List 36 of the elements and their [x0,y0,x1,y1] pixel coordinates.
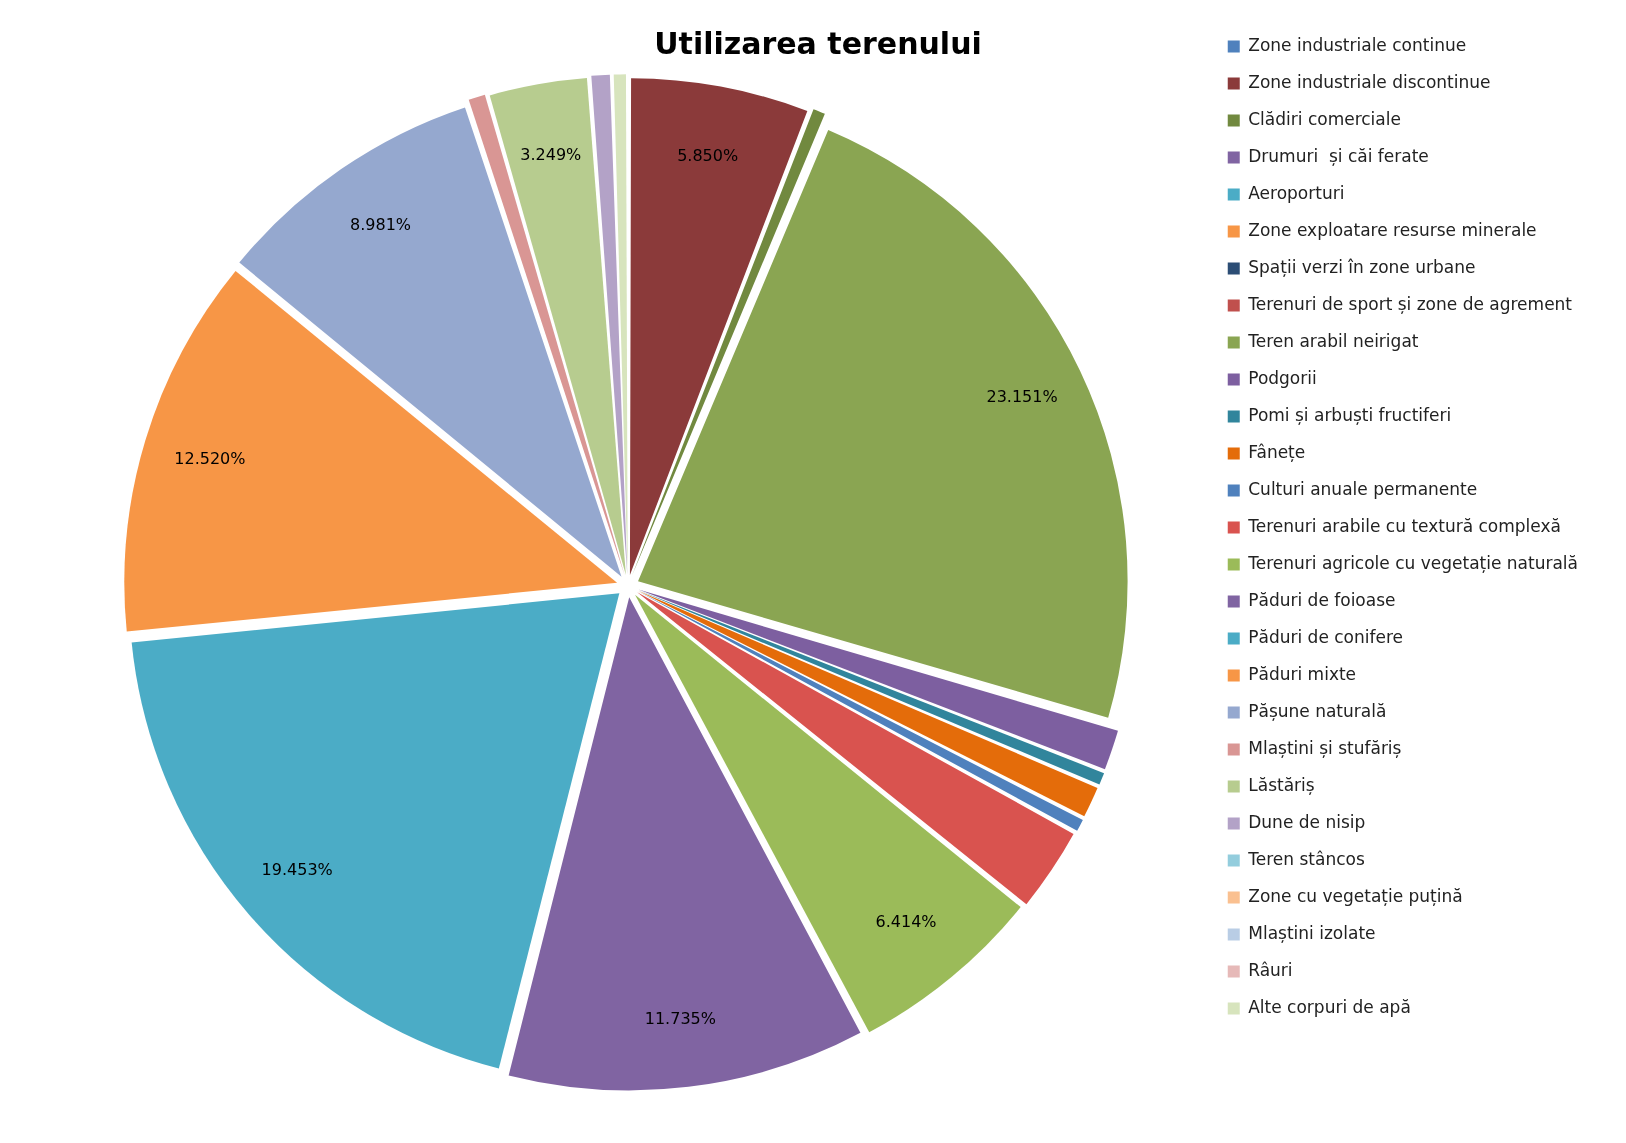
legend-label: Terenuri arabile cu textură complexă [1247,515,1561,536]
legend-label: Aeroporturi [1248,182,1345,203]
legend-label: Zone industriale continue [1248,34,1467,55]
legend-label: Fânețe [1248,441,1306,462]
data-label: 6.414% [875,911,937,931]
data-label: 19.453% [261,860,333,880]
data-label: 23.151% [986,387,1058,407]
legend-label: Dune de nisip [1248,811,1366,832]
legend-label: Pomi și arbuști fructiferi [1248,404,1452,425]
legend-label: Drumuri și căi ferate [1248,145,1429,166]
data-label: 5.850% [677,145,739,165]
legend-label: Mlaștini izolate [1248,922,1376,943]
legend-label: Clădiri comerciale [1248,108,1401,129]
legend-label: Zone exploatare resurse minerale [1248,219,1537,240]
legend-label: Râuri [1248,959,1293,980]
data-label: 8.981% [350,215,412,235]
legend-label: Teren stâncos [1247,848,1365,869]
legend-label: Podgorii [1248,367,1317,388]
legend-label: Terenuri agricole cu vegetație naturală [1247,552,1579,573]
legend-label: Păduri de conifere [1248,626,1404,647]
legend-label: Pășune naturală [1248,700,1387,721]
data-label: 11.735% [644,1008,716,1028]
legend-label: Terenuri de sport și zone de agrement [1247,293,1573,314]
legend-label: Alte corpuri de apă [1248,996,1411,1017]
legend-label: Lăstăriș [1248,774,1315,795]
chart-title: Utilizarea terenului [654,25,982,61]
legend-label: Spații verzi în zone urbane [1248,256,1476,277]
legend-label: Mlaștini și stufăriș [1248,737,1402,758]
legend-label: Culturi anuale permanente [1248,478,1478,499]
legend-label: Păduri mixte [1248,663,1357,684]
data-label: 12.520% [174,449,246,469]
legend-label: Teren arabil neirigat [1247,330,1419,351]
legend-label: Zone cu vegetație puțină [1248,885,1463,906]
legend-label: Păduri de foioase [1248,589,1396,610]
legend-label: Zone industriale discontinue [1248,71,1491,92]
data-label: 3.249% [520,145,582,165]
